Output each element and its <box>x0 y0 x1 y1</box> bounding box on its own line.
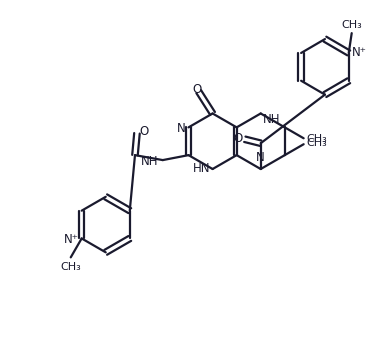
Text: CH₃: CH₃ <box>307 138 327 148</box>
Text: NH: NH <box>141 155 159 168</box>
Text: CH₃: CH₃ <box>307 134 327 144</box>
Text: N⁺: N⁺ <box>64 233 79 246</box>
Text: CH₃: CH₃ <box>60 262 81 272</box>
Text: NH: NH <box>263 113 280 126</box>
Text: HN: HN <box>193 162 211 175</box>
Text: O: O <box>192 83 201 96</box>
Text: N: N <box>177 122 186 135</box>
Text: O: O <box>139 125 148 138</box>
Text: N⁺: N⁺ <box>352 46 366 59</box>
Text: N: N <box>256 151 265 164</box>
Text: CH₃: CH₃ <box>341 20 362 30</box>
Text: O: O <box>234 132 243 145</box>
